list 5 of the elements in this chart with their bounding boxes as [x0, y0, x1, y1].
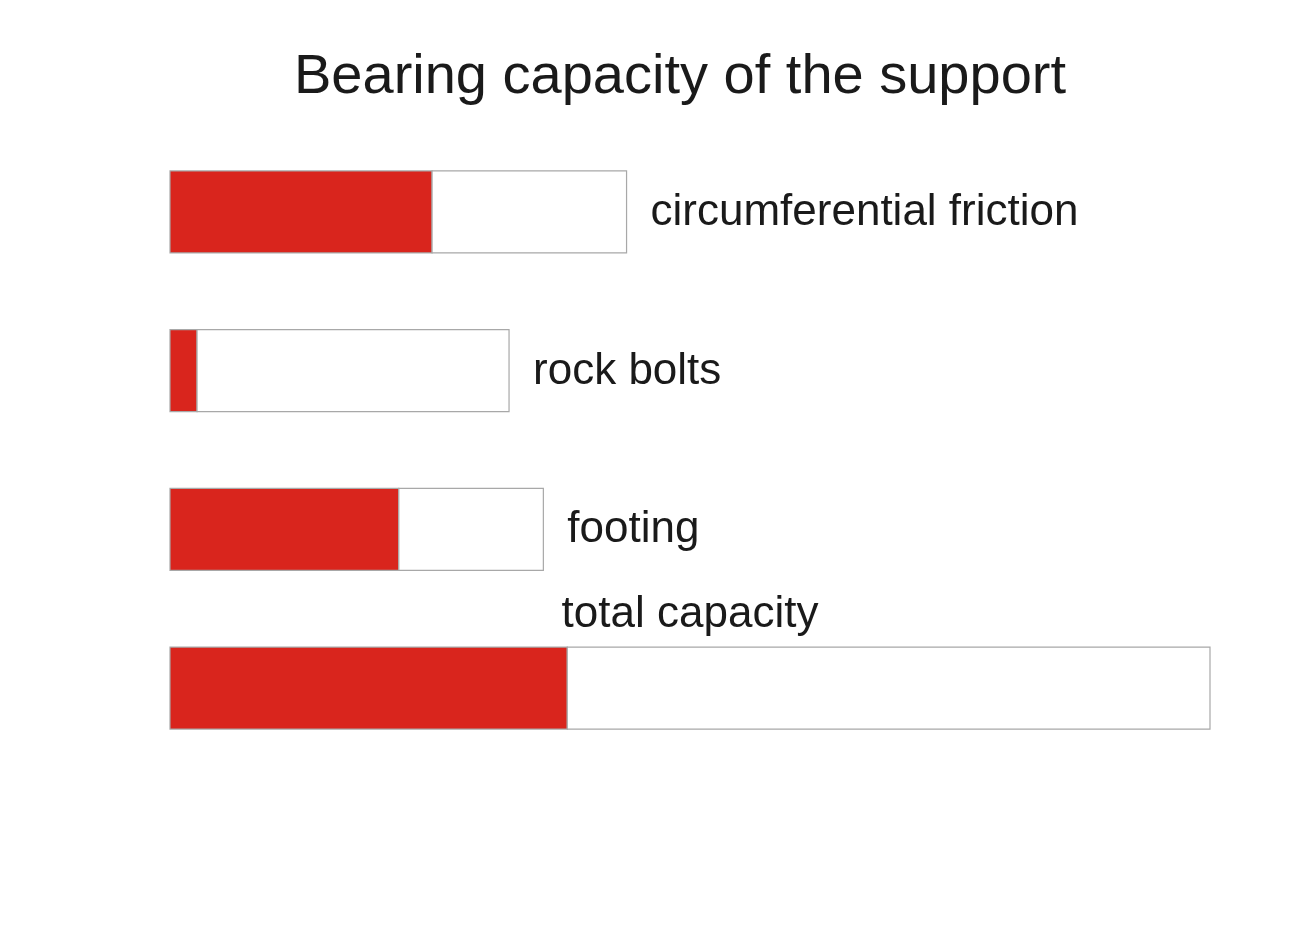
chart-title: Bearing capacity of the support [293, 42, 1067, 105]
y-tick-label: footing [567, 502, 700, 552]
y-tick-label: circumferential friction [650, 184, 1079, 234]
y-tick-label: rock bolts [533, 343, 722, 393]
y-tick-label: total capacity [561, 587, 819, 637]
